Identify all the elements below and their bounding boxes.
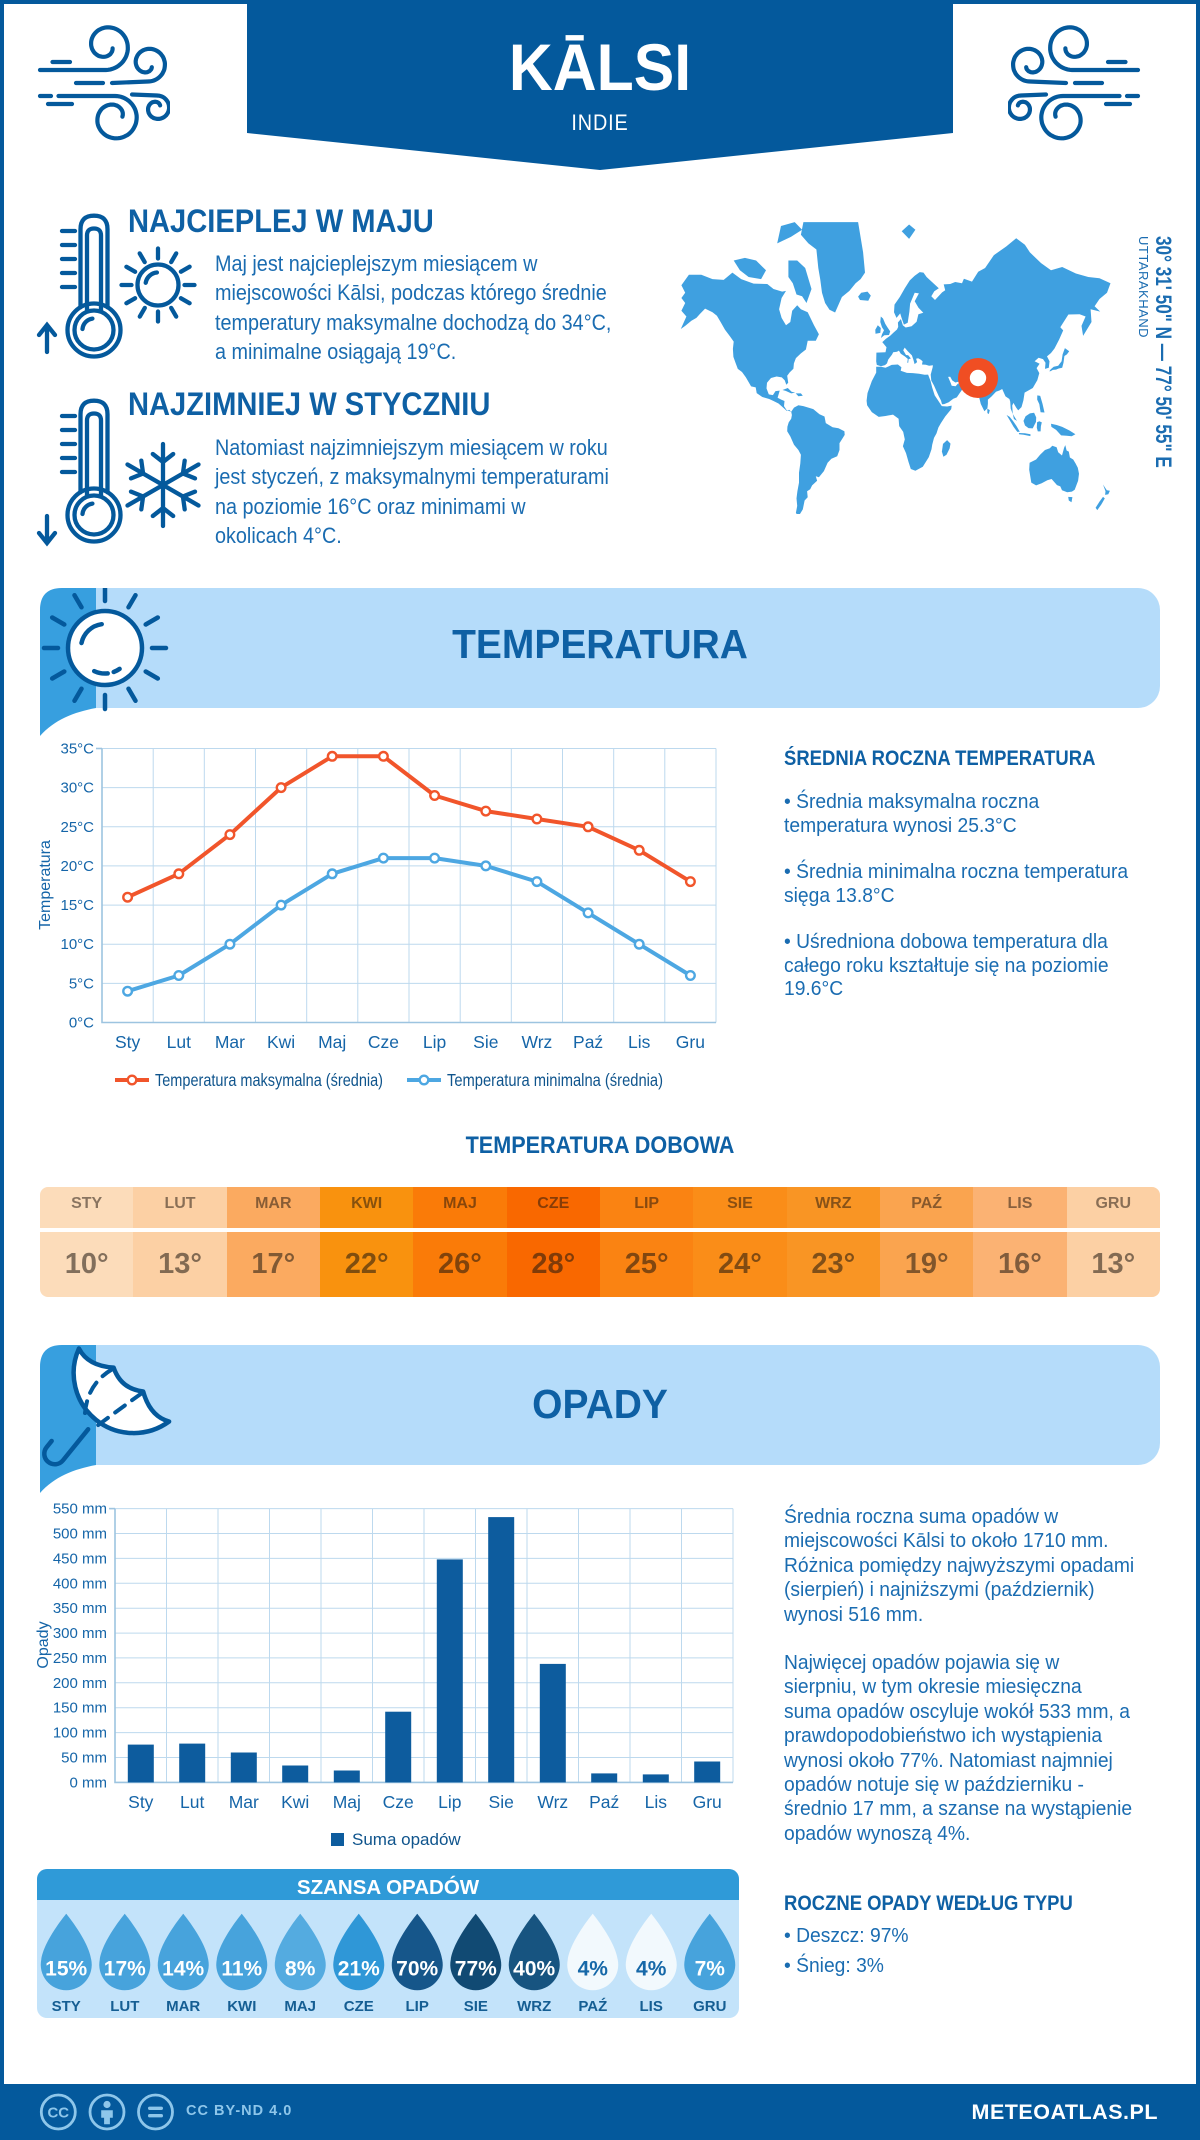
svg-text:Sie: Sie	[489, 1792, 514, 1812]
svg-text:SIE: SIE	[464, 1998, 488, 2015]
svg-text:40%: 40%	[513, 1958, 555, 1981]
svg-text:Lut: Lut	[180, 1792, 204, 1812]
svg-text:10°C: 10°C	[60, 936, 94, 953]
svg-text:Gru: Gru	[693, 1792, 722, 1812]
svg-text:30°C: 30°C	[60, 780, 94, 797]
svg-text:17%: 17%	[104, 1958, 146, 1981]
svg-text:STY: STY	[52, 1998, 81, 2015]
svg-text:Lip: Lip	[438, 1792, 461, 1812]
svg-text:200 mm: 200 mm	[53, 1675, 107, 1692]
svg-text:Sie: Sie	[473, 1032, 498, 1052]
svg-text:Opady: Opady	[35, 1621, 52, 1668]
svg-text:4%: 4%	[578, 1958, 609, 1981]
svg-text:Lis: Lis	[645, 1792, 668, 1812]
svg-text:15°C: 15°C	[60, 897, 94, 914]
svg-text:8%: 8%	[285, 1958, 316, 1981]
svg-text:400 mm: 400 mm	[53, 1575, 107, 1592]
svg-text:Lis: Lis	[628, 1032, 651, 1052]
svg-text:Cze: Cze	[368, 1032, 399, 1052]
svg-text:25°C: 25°C	[60, 819, 94, 836]
svg-text:WRZ: WRZ	[517, 1998, 551, 2015]
svg-text:Wrz: Wrz	[537, 1792, 568, 1812]
svg-text:Maj: Maj	[333, 1792, 361, 1812]
svg-text:20°C: 20°C	[60, 858, 94, 875]
svg-text:550 mm: 550 mm	[53, 1501, 107, 1518]
svg-text:250 mm: 250 mm	[53, 1650, 107, 1667]
svg-text:5°C: 5°C	[69, 975, 94, 992]
svg-text:GRU: GRU	[693, 1998, 726, 2015]
svg-text:150 mm: 150 mm	[53, 1700, 107, 1717]
svg-text:LIS: LIS	[640, 1998, 663, 2015]
svg-text:4%: 4%	[636, 1958, 667, 1981]
svg-text:Temperatura minimalna (średnia: Temperatura minimalna (średnia)	[447, 1070, 663, 1090]
svg-text:Lut: Lut	[167, 1032, 191, 1052]
svg-text:CZE: CZE	[344, 1998, 374, 2015]
svg-text:0°C: 0°C	[69, 1015, 94, 1032]
svg-text:Lip: Lip	[423, 1032, 446, 1052]
svg-text:15%: 15%	[45, 1958, 87, 1981]
svg-text:0 mm: 0 mm	[70, 1774, 108, 1791]
svg-text:Gru: Gru	[676, 1032, 705, 1052]
svg-text:LIP: LIP	[406, 1998, 429, 2015]
svg-text:KWI: KWI	[227, 1998, 256, 2015]
svg-text:Suma opadów: Suma opadów	[352, 1830, 461, 1849]
svg-text:500 mm: 500 mm	[53, 1526, 107, 1543]
svg-text:21%: 21%	[338, 1958, 380, 1981]
svg-text:70%: 70%	[396, 1958, 438, 1981]
svg-text:Mar: Mar	[215, 1032, 245, 1052]
svg-text:7%: 7%	[695, 1958, 726, 1981]
svg-text:300 mm: 300 mm	[53, 1625, 107, 1642]
svg-text:MAJ: MAJ	[284, 1998, 316, 2015]
svg-text:100 mm: 100 mm	[53, 1725, 107, 1742]
svg-text:14%: 14%	[162, 1958, 204, 1981]
svg-text:Kwi: Kwi	[281, 1792, 309, 1812]
svg-text:77%: 77%	[455, 1958, 497, 1981]
svg-text:35°C: 35°C	[60, 741, 94, 758]
svg-text:Cze: Cze	[383, 1792, 414, 1812]
svg-text:Maj: Maj	[318, 1032, 346, 1052]
svg-text:Temperatura maksymalna (średni: Temperatura maksymalna (średnia)	[155, 1070, 383, 1090]
svg-text:Sty: Sty	[115, 1032, 141, 1052]
svg-text:PAŹ: PAŹ	[578, 1998, 607, 2015]
svg-text:Wrz: Wrz	[522, 1032, 553, 1052]
svg-text:Temperatura: Temperatura	[37, 840, 54, 930]
svg-text:MAR: MAR	[166, 1998, 200, 2015]
svg-text:Mar: Mar	[229, 1792, 259, 1812]
svg-text:Paź: Paź	[589, 1792, 619, 1812]
svg-text:450 mm: 450 mm	[53, 1550, 107, 1567]
svg-text:Paź: Paź	[573, 1032, 603, 1052]
svg-text:LUT: LUT	[110, 1998, 139, 2015]
svg-text:Kwi: Kwi	[267, 1032, 295, 1052]
svg-text:350 mm: 350 mm	[53, 1600, 107, 1617]
svg-text:CC: CC	[47, 2105, 69, 2122]
svg-text:50 mm: 50 mm	[61, 1750, 107, 1767]
svg-text:11%: 11%	[221, 1958, 262, 1981]
svg-text:Sty: Sty	[128, 1792, 154, 1812]
